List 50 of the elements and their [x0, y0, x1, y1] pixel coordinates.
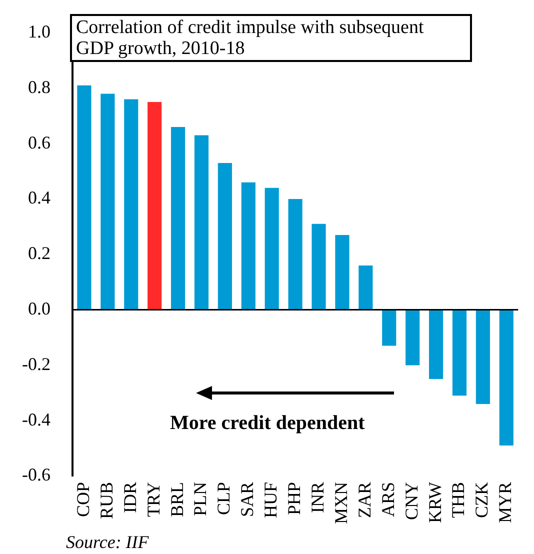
bar: [264, 188, 279, 310]
x-tick-label: SAR: [237, 482, 258, 518]
bar: [124, 99, 138, 310]
bar: [241, 182, 256, 310]
x-tick-label: PHP: [284, 482, 304, 516]
bar: [452, 310, 467, 396]
y-tick-label: 0.6: [28, 132, 50, 152]
annotation: More credit dependent: [170, 412, 365, 435]
x-tick-label: TRY: [143, 482, 164, 518]
y-tick-label: -0.6: [22, 464, 50, 485]
x-tick-label: ARS: [378, 482, 398, 518]
bar: [148, 102, 162, 310]
bar: [406, 310, 420, 366]
bar: [171, 126, 186, 310]
x-tick-label: KRW: [424, 482, 445, 524]
bar: [382, 310, 396, 346]
bar: [429, 310, 444, 380]
x-tick-label: IDR: [120, 482, 140, 513]
x-tick-label: CNY: [401, 482, 422, 520]
y-tick-label: 0.2: [28, 243, 50, 264]
bar: [476, 310, 490, 404]
x-tick-label: COP: [72, 482, 93, 518]
bar: [312, 224, 326, 310]
bar: [218, 162, 232, 310]
x-tick-label: PLN: [190, 482, 210, 516]
bar: [288, 199, 302, 310]
x-tick-label: CLP: [214, 482, 234, 516]
bar: [77, 85, 92, 310]
x-tick-label: THB: [448, 482, 468, 518]
x-tick-label: MXN: [330, 482, 351, 524]
x-tick-label: RUB: [96, 482, 116, 520]
x-tick-label: BRL: [166, 482, 187, 518]
x-tick-label: HUF: [260, 482, 281, 518]
y-tick-label: -0.4: [22, 409, 50, 430]
y-tick-label: -0.2: [22, 354, 50, 374]
x-tick-label: CZK: [472, 482, 492, 518]
x-tick-label: INR: [308, 482, 328, 513]
bar: [358, 265, 373, 310]
y-tick-label: 0.8: [28, 76, 50, 97]
chart-title: Correlation of credit impulse with subsequent GDP growth, 2010-18: [70, 14, 472, 62]
bar: [499, 310, 514, 446]
source-note: Source: IIF: [66, 532, 149, 553]
y-tick-label: 0.0: [28, 298, 50, 319]
bar: [194, 135, 209, 310]
bar: [100, 94, 115, 310]
x-tick-label: MYR: [495, 482, 516, 524]
y-tick-label: 0.4: [28, 188, 50, 208]
y-tick-label: 1.0: [28, 22, 50, 42]
bar: [335, 235, 350, 310]
x-tick-label: ZAR: [354, 482, 374, 518]
